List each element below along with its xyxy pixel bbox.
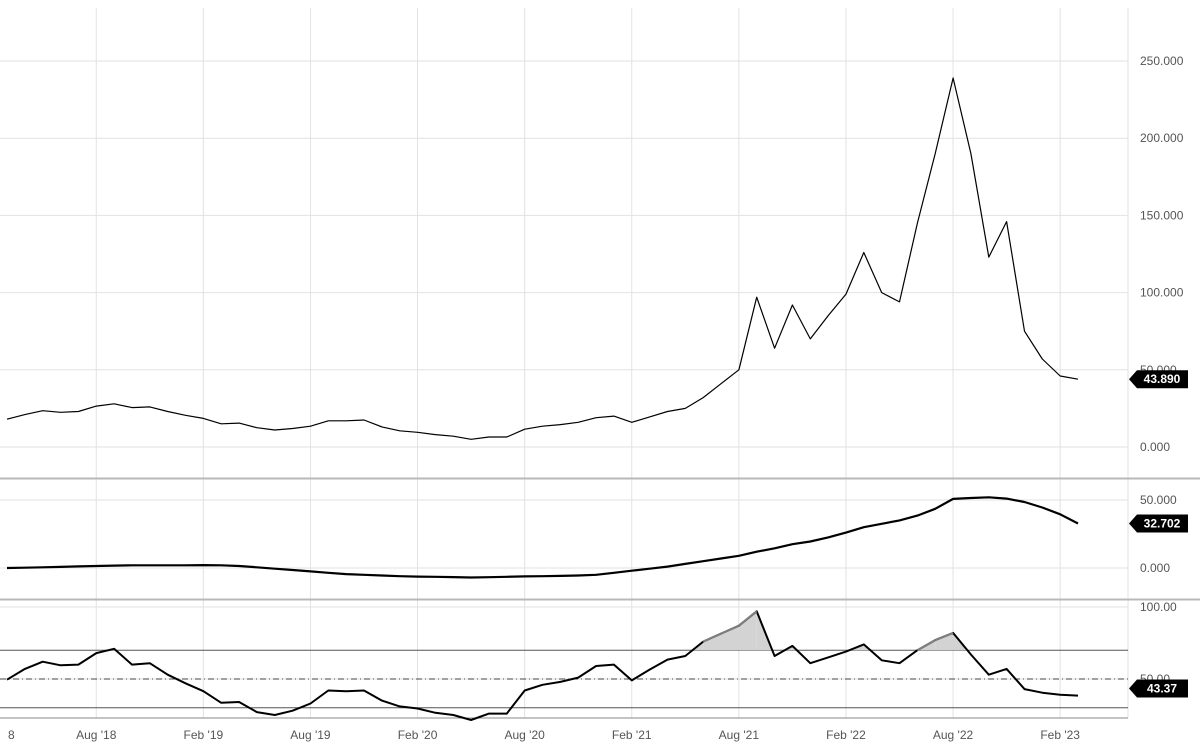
x-tick-label: Aug '20	[504, 728, 545, 742]
price-last-value-badge-text: 43.890	[1144, 372, 1181, 386]
x-tick-label: Aug '18	[76, 728, 117, 742]
x-tick-label: 8	[8, 728, 15, 742]
value-badges: 43.890 32.702 43.37	[1129, 370, 1188, 698]
overbought-fill	[703, 633, 721, 651]
price-last-value-badge: 43.890	[1129, 370, 1188, 389]
y-tick-label: 0.000	[1140, 561, 1170, 575]
x-tick-label: Aug '19	[290, 728, 331, 742]
oscillator-last-value-badge: 43.37	[1129, 679, 1188, 698]
y-tick-label: 100.000	[1140, 286, 1184, 300]
oscillator-last-value-badge-text: 43.37	[1147, 682, 1177, 696]
oscillator-overbought-segment	[934, 631, 954, 642]
oscillator-overbought-segment	[916, 639, 936, 652]
x-tick-label: Aug '21	[719, 728, 760, 742]
overbought-fill	[935, 632, 954, 651]
y-tick-label: 50.000	[1140, 493, 1177, 507]
oscillator-line	[6, 610, 1079, 721]
y-tick-label: 0.000	[1140, 440, 1170, 454]
overbought-fill	[738, 611, 757, 651]
y-tick-label: 150.000	[1140, 208, 1184, 222]
y-tick-label: 100.00	[1140, 600, 1177, 614]
price-series-line	[6, 77, 1079, 440]
moving-average-panel	[6, 496, 1079, 579]
x-tick-label: Feb '23	[1040, 728, 1080, 742]
moving-average-line	[6, 496, 1079, 579]
x-tick-label: Feb '20	[398, 728, 438, 742]
x-tick-label: Feb '19	[184, 728, 224, 742]
x-tick-label: Feb '21	[612, 728, 652, 742]
moving-average-last-value-badge: 32.702	[1129, 514, 1188, 533]
y-tick-label: 250.000	[1140, 54, 1184, 68]
price-last-value-badge-shape	[1129, 370, 1188, 389]
oscillator-overbought-segment	[738, 610, 758, 627]
oscillator-panel	[0, 610, 1128, 721]
axes: 8 Aug '18 Feb '19 Aug '19 Feb '20 Aug '20 Feb …	[8, 54, 1184, 742]
price-panel	[6, 77, 1079, 440]
oscillator-last-value-badge-shape	[1129, 679, 1188, 698]
grid	[0, 8, 1200, 719]
oscillator-overbought-segment	[702, 632, 722, 643]
moving-average-last-value-badge-shape	[1129, 514, 1188, 533]
x-tick-label: Feb '22	[826, 728, 866, 742]
y-tick-label: 200.000	[1140, 131, 1184, 145]
moving-average-last-value-badge-text: 32.702	[1144, 517, 1181, 531]
oscillator-overbought-segment	[720, 624, 740, 635]
x-tick-label: Aug '22	[933, 728, 974, 742]
